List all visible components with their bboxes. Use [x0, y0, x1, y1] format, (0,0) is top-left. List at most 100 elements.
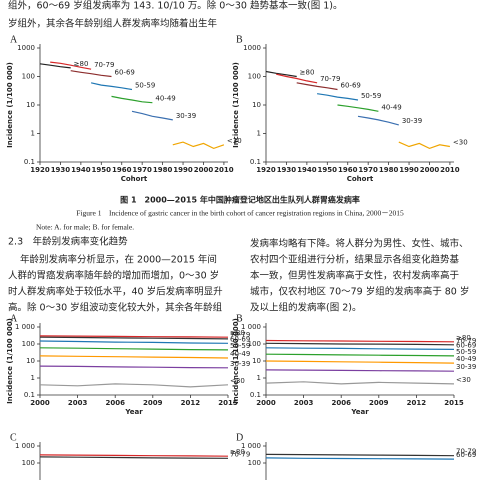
x-tick-label: 2000 [30, 399, 50, 407]
series-label: 60-69 [456, 341, 476, 349]
series-line [131, 110, 173, 121]
series-line [39, 456, 229, 459]
text-line: 城市，仅农村地区 70～79 岁组的发病率高于 80 岁 [250, 286, 469, 298]
y-tick-label: 100 [248, 459, 261, 467]
text-line: 人群的胃癌发病率随年龄的增加而增加，0～30 岁 [8, 270, 219, 282]
x-tick-label: 1980 [153, 166, 173, 174]
series-label: 40-49 [155, 95, 175, 103]
series-label: <30 [456, 376, 471, 384]
y-tick-label: 1 [257, 374, 261, 382]
series-label: 30-39 [176, 112, 196, 120]
text-line: 本一致，但男性发病率高于女性，农村发病率高于 [250, 270, 459, 282]
y-tick-label: 1 000 [15, 323, 35, 331]
x-axis-label: Year [124, 408, 143, 416]
y-tick-label: 1 000 [241, 442, 261, 450]
y-axis-label: Incidence (1/100 000) [232, 318, 240, 404]
series-line [337, 104, 379, 112]
series-label: 60-69 [115, 69, 135, 77]
panel-label: B [236, 313, 243, 324]
x-tick-label: 2006 [105, 399, 125, 407]
x-axis-label: Cohort [121, 175, 148, 183]
text-line: 年龄别发病率分析显示，在 2000—2015 年间 [20, 254, 217, 266]
series-label: ≥80 [74, 60, 89, 68]
figure-note: Note: A. for male; B. for female. [36, 223, 134, 232]
x-tick-label: 2012 [407, 399, 427, 407]
series-label: ≥80 [230, 448, 245, 456]
x-tick-label: 2006 [331, 399, 351, 407]
series-label: ≥80 [300, 69, 315, 77]
panel-label: D [236, 432, 243, 443]
series-label: 40-49 [456, 355, 476, 363]
x-tick-label: 1920 [30, 166, 50, 174]
y-tick-label: 1000 [17, 44, 35, 52]
series-label: 70-79 [230, 450, 250, 458]
x-tick-label: 1970 [132, 166, 152, 174]
series-line [265, 457, 455, 460]
text-line: 趋势基本一致(图 1)。 [250, 0, 342, 12]
x-tick-label: 1940 [71, 166, 91, 174]
x-tick-label: 1950 [92, 166, 112, 174]
series-label: 70-79 [94, 61, 114, 69]
y-tick-label: 0.1 [250, 158, 261, 166]
y-tick-label: 1 [31, 374, 35, 382]
series-label: 60-69 [456, 451, 476, 459]
series-label: 50-59 [456, 348, 476, 356]
section-heading: 2.3 年龄别发病率变化趋势 [8, 236, 128, 248]
x-tick-label: 2009 [143, 399, 163, 407]
series-label: 30-39 [456, 363, 476, 371]
series-label: 50-59 [230, 342, 250, 350]
text-line: 组外，60～69 岁组发病率为 143. 10/10 万。除 0～30 [8, 0, 247, 12]
x-axis-label: Cohort [347, 175, 374, 183]
series-line [265, 339, 455, 343]
series-line [265, 353, 455, 357]
x-tick-label: 1930 [277, 166, 297, 174]
series-line [265, 347, 455, 350]
y-axis-label: Incidence (1/100 000) [232, 62, 240, 148]
y-tick-label: 10 [252, 101, 261, 109]
y-tick-label: 0.1 [250, 391, 261, 399]
series-line [39, 335, 229, 338]
series-line [39, 347, 229, 351]
y-tick-label: 1 [31, 130, 35, 138]
series-line [39, 336, 229, 340]
y-tick-label: 100 [248, 73, 261, 81]
series-label: 70-79 [456, 448, 476, 456]
x-tick-label: 1960 [112, 166, 132, 174]
x-tick-label: 2010 [214, 166, 234, 174]
x-tick-label: 2000 [256, 399, 276, 407]
panel-label: A [10, 313, 18, 324]
y-tick-label: 10 [26, 357, 35, 365]
y-tick-label: 100 [248, 340, 261, 348]
series-line [39, 383, 229, 388]
y-tick-label: 0.1 [24, 391, 35, 399]
series-line [265, 369, 455, 372]
text-line: 农村四个亚组进行分析，结果显示各组变化趋势基 [250, 254, 460, 266]
panel-label: B [236, 34, 243, 45]
x-tick-label: 2010 [440, 166, 460, 174]
series-line [39, 365, 229, 369]
series-line [50, 61, 92, 70]
x-tick-label: 2003 [68, 399, 88, 407]
x-tick-label: 1990 [399, 166, 419, 174]
y-tick-label: 1 000 [15, 442, 35, 450]
y-tick-label: 100 [22, 73, 35, 81]
text-line: 及以上组的发病率(图 2)。 [250, 302, 361, 314]
figure-caption-en: Figure 1 Incidence of gastric cancer in … [76, 209, 404, 218]
series-label: 30-39 [230, 360, 250, 368]
x-tick-label: 1990 [173, 166, 193, 174]
x-tick-label: 1980 [379, 166, 399, 174]
series-line [111, 95, 153, 104]
x-tick-label: 1940 [297, 166, 317, 174]
x-tick-label: 1960 [338, 166, 358, 174]
series-label: 70-79 [456, 337, 476, 345]
y-tick-label: 10 [26, 101, 35, 109]
series-line [70, 70, 112, 78]
y-tick-label: 10 [252, 357, 261, 365]
y-tick-label: 1 000 [241, 323, 261, 331]
x-tick-label: 2003 [294, 399, 314, 407]
y-tick-label: 100 [22, 459, 35, 467]
panel-label: C [10, 432, 17, 443]
figure-caption: 图 1 2000—2015 年中国肿瘤登记地区出生队列人群胃癌发病率 [120, 195, 360, 205]
series-line [39, 63, 71, 69]
y-tick-label: 0.1 [24, 158, 35, 166]
